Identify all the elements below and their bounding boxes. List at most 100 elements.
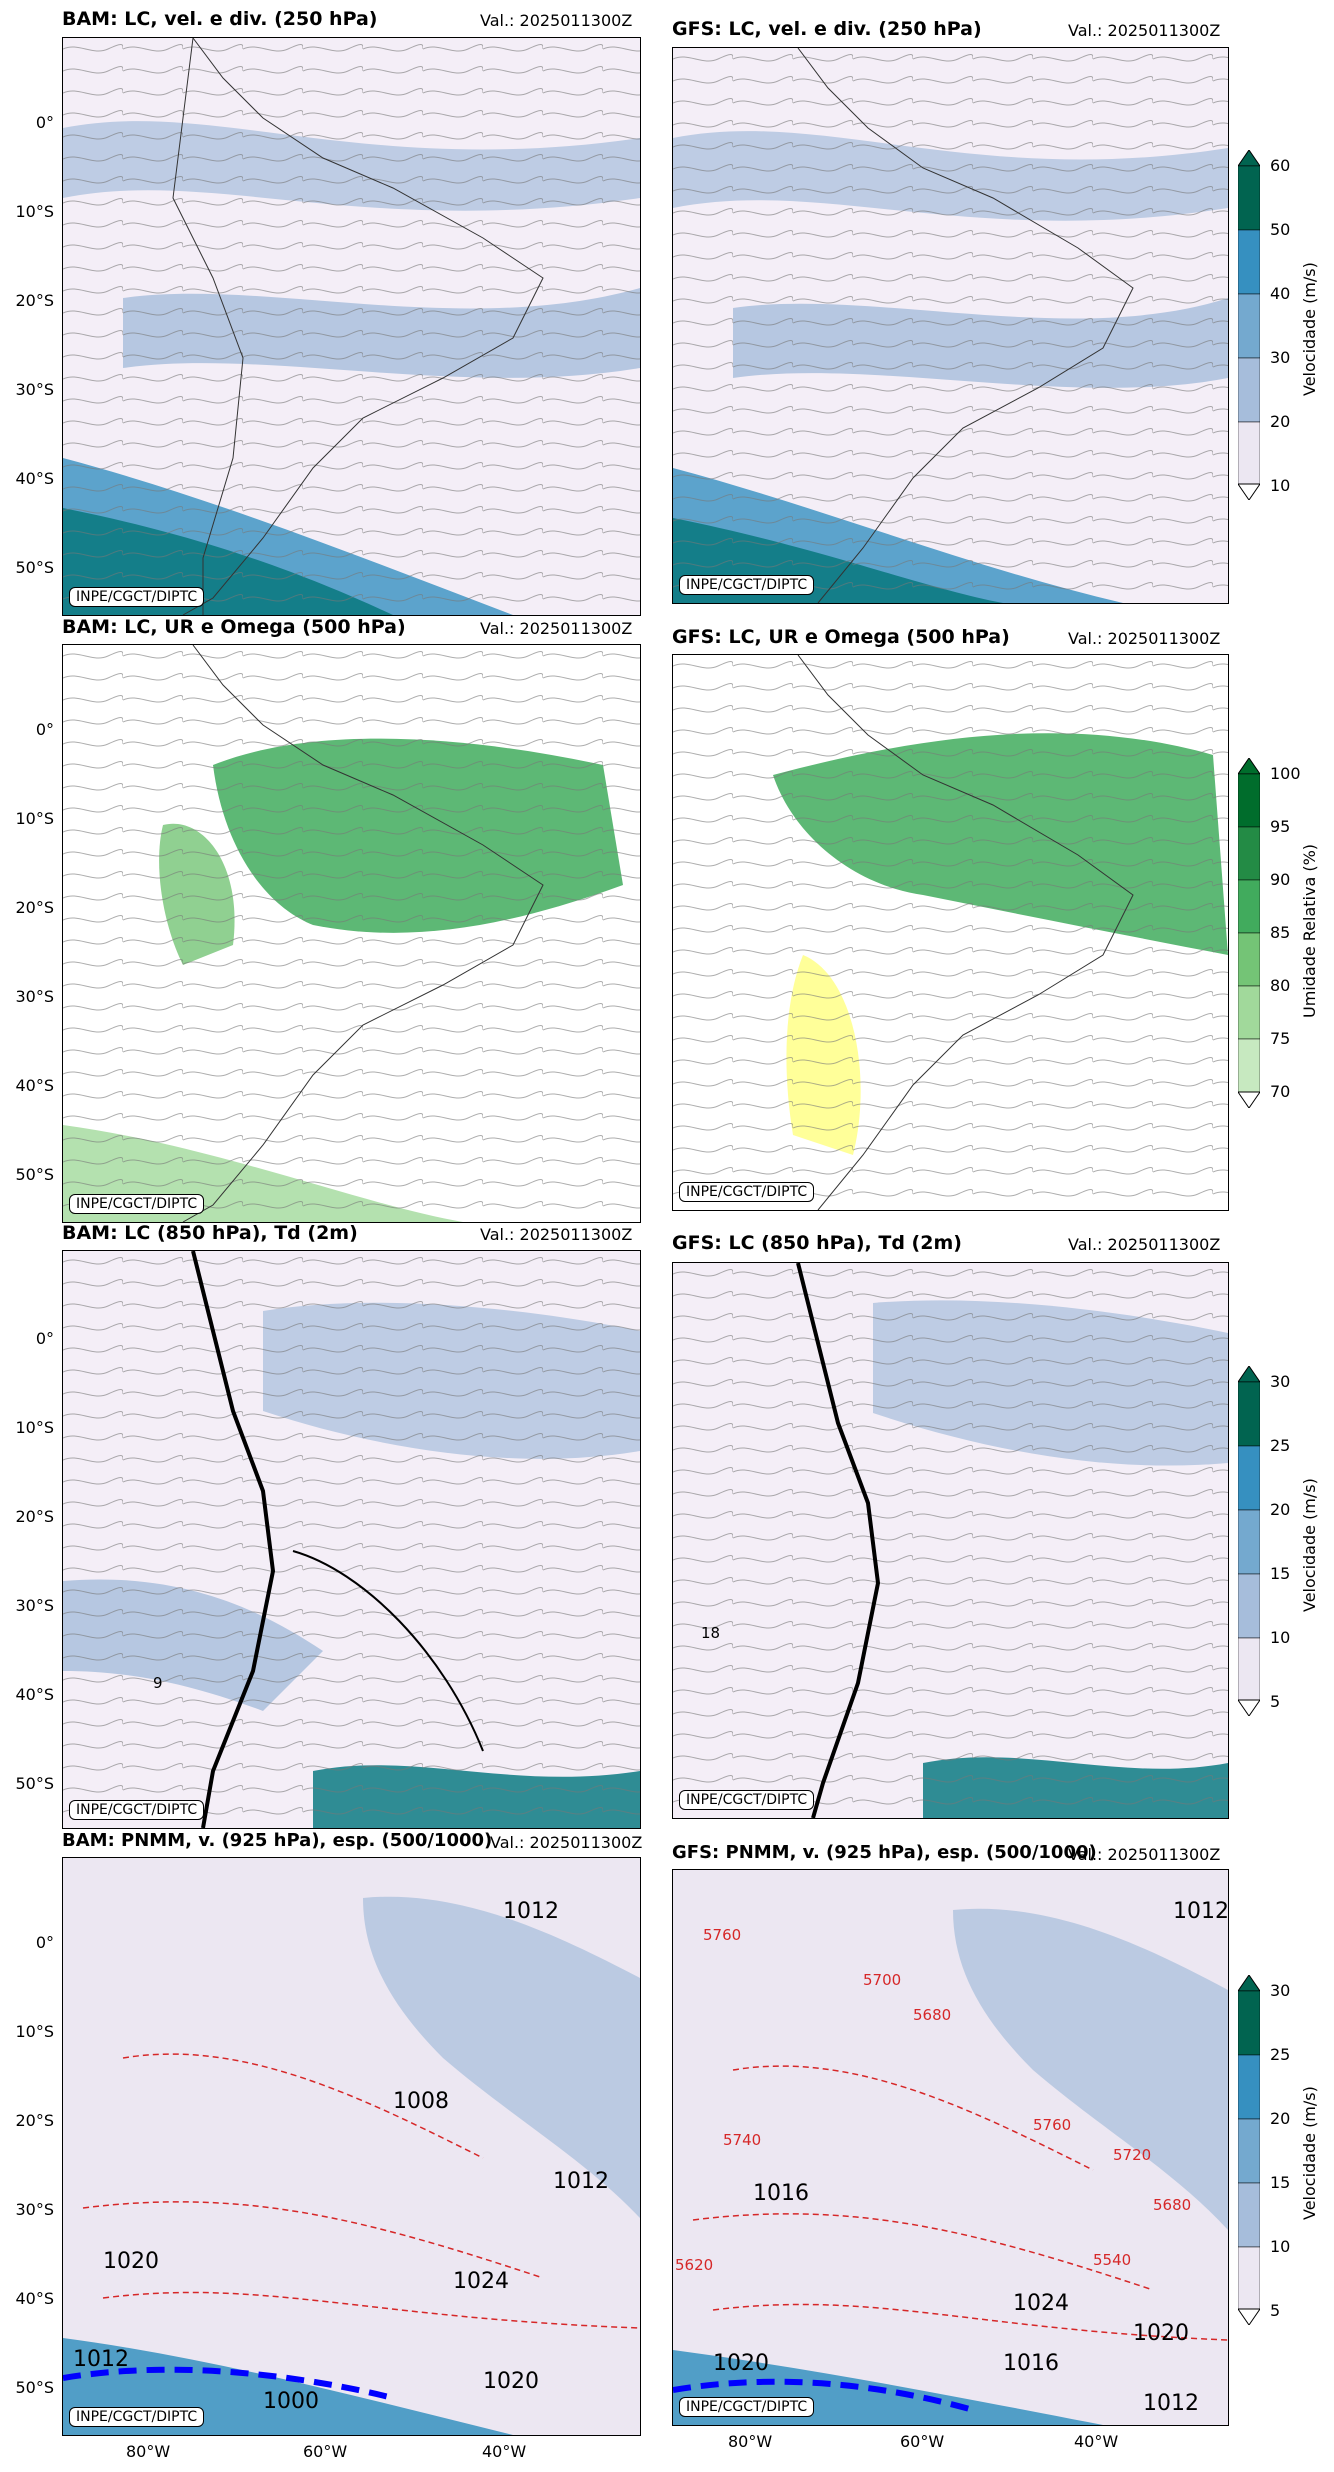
colorbar-500-tick: 90 [1270, 870, 1291, 889]
bam-pnmm-pressure-2: 1008 [393, 2089, 449, 2114]
colorbar-850-label: Velocidade (m/s) [1300, 1478, 1319, 1612]
bam-pnmm-map: 1012 1008 1012 1024 1020 1020 1012 1000 … [62, 1857, 641, 2436]
lat-label: 50°S [15, 2378, 54, 2397]
bam-850-title: BAM: LC (850 hPa), Td (2m) [62, 1222, 358, 1244]
gfs-500-valid: Val.: 2025011300Z [1068, 629, 1221, 648]
bam-pnmm-pressure-4: 1024 [453, 2269, 509, 2294]
bam-pnmm-title: BAM: PNMM, v. (925 hPa), esp. (500/1000) [62, 1830, 493, 1851]
lon-label: 60°W [303, 2442, 348, 2461]
lat-label: 20°S [15, 1507, 54, 1526]
colorbar-pnmm [1238, 1975, 1260, 2325]
gfs-250-credit: INPE/CGCT/DIPTC [679, 575, 815, 595]
gfs-pnmm-thickness-1: 5760 [703, 1926, 741, 1944]
gfs-pnmm-pressure-7: 1016 [1003, 2351, 1059, 2376]
gfs-pnmm-pressure-3: 1020 [713, 2351, 769, 2376]
colorbar-pnmm-label: Velocidade (m/s) [1300, 2086, 1319, 2220]
gfs-pnmm-thickness-9: 5620 [675, 2256, 713, 2274]
colorbar-250-tick: 10 [1270, 476, 1291, 495]
lat-label: 10°S [15, 1418, 54, 1437]
colorbar-250 [1238, 150, 1260, 500]
gfs-pnmm-pressure-6: 1012 [1143, 2391, 1199, 2416]
bam-pnmm-pressure-6: 1020 [483, 2369, 539, 2394]
lat-label: 30°S [15, 1596, 54, 1615]
lon-label: 40°W [1074, 2432, 1119, 2451]
gfs-850-dewpoint-label: 18 [701, 1624, 720, 1642]
bam-850-credit: INPE/CGCT/DIPTC [69, 1800, 205, 1820]
bam-pnmm-pressure-3: 1012 [553, 2169, 609, 2194]
bam-pnmm-pressure-1: 1012 [503, 1899, 559, 1924]
lat-label: 0° [35, 1933, 54, 1952]
gfs-pnmm-thickness-4: 5740 [723, 2131, 761, 2149]
colorbar-250-tick: 60 [1270, 156, 1291, 175]
colorbar-pnmm-tick: 20 [1270, 2109, 1291, 2128]
lat-label: 30°S [15, 2200, 54, 2219]
lat-label: 40°S [15, 1685, 54, 1704]
lat-label: 10°S [15, 2022, 54, 2041]
colorbar-pnmm-tick: 15 [1270, 2173, 1291, 2192]
lat-label: 20°S [15, 291, 54, 310]
lon-label: 40°W [482, 2442, 527, 2461]
colorbar-850-tick: 15 [1270, 1564, 1291, 1583]
colorbar-500-tick: 70 [1270, 1082, 1291, 1101]
bam-pnmm-pressure-8: 1000 [263, 2389, 319, 2414]
gfs-pnmm-map: 1012 1016 1020 1024 1020 1012 1016 5760 … [672, 1869, 1229, 2426]
lat-label: 50°S [15, 1165, 54, 1184]
lat-label: 30°S [15, 987, 54, 1006]
gfs-250-valid: Val.: 2025011300Z [1068, 21, 1221, 40]
gfs-pnmm-valid: Val.: 2025011300Z [1068, 1845, 1221, 1864]
colorbar-500-label: Umidade Relativa (%) [1300, 843, 1319, 1018]
bam-500-title: BAM: LC, UR e Omega (500 hPa) [62, 616, 406, 638]
bam-850-valid: Val.: 2025011300Z [480, 1225, 633, 1244]
bam-250-credit: INPE/CGCT/DIPTC [69, 587, 205, 607]
gfs-pnmm-thickness-7: 5680 [1153, 2196, 1191, 2214]
colorbar-pnmm-tick: 5 [1270, 2301, 1281, 2320]
gfs-pnmm-pressure-4: 1024 [1013, 2291, 1069, 2316]
gfs-850-map: 18 INPE/CGCT/DIPTC [672, 1262, 1229, 1819]
bam-pnmm-pressure-5: 1020 [103, 2249, 159, 2274]
colorbar-250-tick: 20 [1270, 412, 1291, 431]
bam-pnmm-valid: Val.: 2025011300Z [490, 1833, 643, 1852]
gfs-pnmm-thickness-3: 5680 [913, 2006, 951, 2024]
colorbar-500-tick: 85 [1270, 923, 1291, 942]
gfs-pnmm-thickness-6: 5720 [1113, 2146, 1151, 2164]
gfs-850-valid: Val.: 2025011300Z [1068, 1235, 1221, 1254]
colorbar-850-tick: 30 [1270, 1372, 1291, 1391]
gfs-250-title: GFS: LC, vel. e div. (250 hPa) [672, 18, 982, 40]
bam-pnmm-pressure-7: 1012 [73, 2347, 129, 2372]
colorbar-500-tick: 95 [1270, 817, 1291, 836]
gfs-pnmm-thickness-5: 5760 [1033, 2116, 1071, 2134]
bam-850-map: 9 INPE/CGCT/DIPTC [62, 1250, 641, 1829]
colorbar-500-tick: 100 [1270, 764, 1301, 783]
gfs-pnmm-pressure-2: 1016 [753, 2181, 809, 2206]
lat-label: 50°S [15, 558, 54, 577]
gfs-pnmm-credit: INPE/CGCT/DIPTC [679, 2397, 815, 2417]
lat-label: 50°S [15, 1774, 54, 1793]
colorbar-500-tick: 75 [1270, 1029, 1291, 1048]
lat-label: 10°S [15, 202, 54, 221]
lon-label: 60°W [900, 2432, 945, 2451]
colorbar-850-tick: 5 [1270, 1692, 1281, 1711]
colorbar-500 [1238, 758, 1260, 1108]
gfs-500-map: INPE/CGCT/DIPTC [672, 654, 1229, 1211]
colorbar-250-tick: 40 [1270, 284, 1291, 303]
lat-label: 40°S [15, 1076, 54, 1095]
bam-850-dewpoint-label: 9 [153, 1674, 163, 1692]
lat-label: 0° [35, 113, 54, 132]
gfs-500-title: GFS: LC, UR e Omega (500 hPa) [672, 626, 1010, 648]
lat-label: 10°S [15, 809, 54, 828]
colorbar-850 [1238, 1366, 1260, 1716]
gfs-850-credit: INPE/CGCT/DIPTC [679, 1790, 815, 1810]
bam-250-valid: Val.: 2025011300Z [480, 11, 633, 30]
lat-label: 40°S [15, 469, 54, 488]
gfs-pnmm-thickness-8: 5540 [1093, 2251, 1131, 2269]
lat-label: 0° [35, 1329, 54, 1348]
lat-label: 20°S [15, 898, 54, 917]
colorbar-pnmm-tick: 10 [1270, 2237, 1291, 2256]
colorbar-250-tick: 50 [1270, 220, 1291, 239]
lon-label: 80°W [126, 2442, 171, 2461]
gfs-850-title: GFS: LC (850 hPa), Td (2m) [672, 1232, 962, 1254]
colorbar-850-tick: 20 [1270, 1500, 1291, 1519]
gfs-250-map: INPE/CGCT/DIPTC [672, 47, 1229, 604]
bam-250-title: BAM: LC, vel. e div. (250 hPa) [62, 8, 378, 30]
lat-label: 30°S [15, 380, 54, 399]
